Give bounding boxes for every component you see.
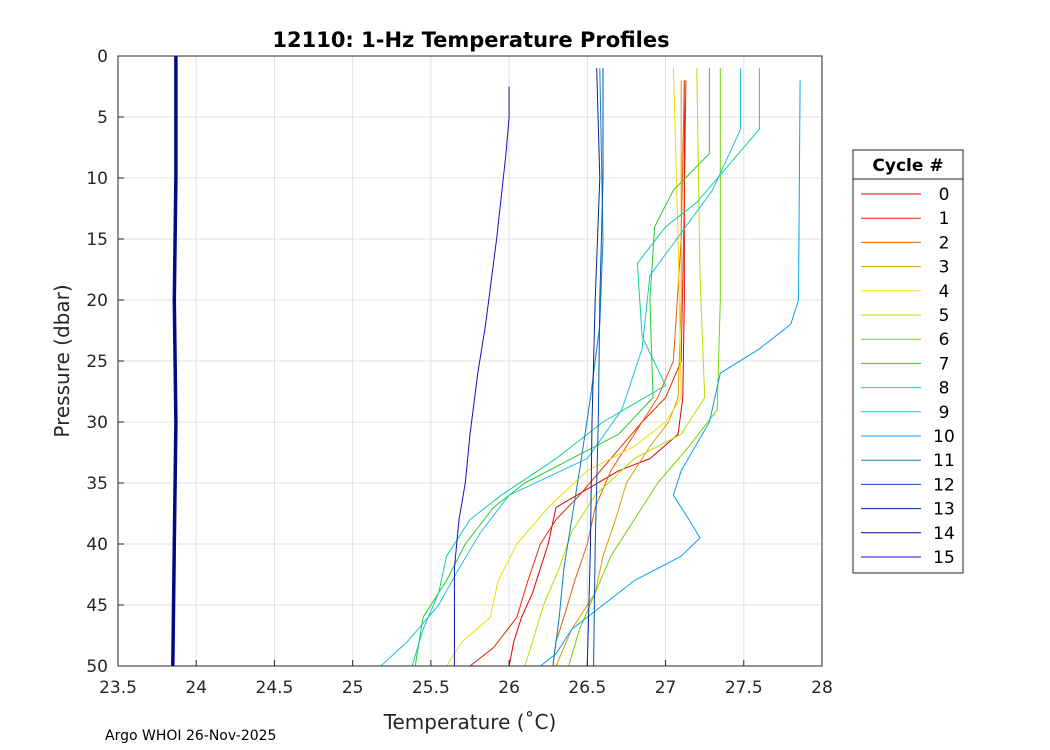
legend-label: 10	[933, 427, 955, 447]
x-tick-label: 25	[342, 678, 364, 698]
x-axis-label: Temperature (˚C)	[383, 710, 557, 734]
y-tick-label: 20	[86, 291, 108, 311]
y-tick-label: 30	[86, 413, 108, 433]
x-tick-label: 26.5	[568, 678, 606, 698]
y-tick-label: 40	[86, 535, 108, 555]
y-tick-label: 15	[86, 230, 108, 250]
y-tick-label: 35	[86, 474, 108, 494]
x-tick-label: 26	[498, 678, 520, 698]
series-line-cycle-4	[446, 68, 682, 667]
series-line-cycle-1	[469, 80, 687, 667]
x-tick-label: 27.5	[725, 678, 763, 698]
x-tick-label: 23.5	[99, 678, 137, 698]
legend-label: 12	[933, 475, 955, 495]
x-axis-ticks: 23.5 24 24.5 25 25.5 26 26.5 27 27.5 28	[99, 660, 833, 698]
series-line-cycle-9	[380, 68, 742, 667]
y-tick-label: 50	[86, 657, 108, 677]
grid-lines	[117, 55, 823, 667]
legend-label: 6	[939, 330, 950, 350]
x-tick-label: 24.5	[256, 678, 294, 698]
legend-box	[852, 149, 964, 574]
legend-label: 3	[939, 258, 950, 278]
y-axis-label: Pressure (dbar)	[50, 284, 74, 437]
series-line-cycle-15	[453, 86, 510, 666]
credit-text: Argo WHOI 26-Nov-2025	[105, 728, 276, 744]
legend-label: 5	[939, 306, 950, 326]
legend-label: 4	[939, 282, 950, 302]
legend-label: 11	[933, 451, 955, 471]
legend-label: 0	[939, 185, 950, 205]
legend-title: Cycle #	[872, 156, 943, 176]
x-tick-label: 24	[185, 678, 207, 698]
legend-label: 2	[939, 233, 950, 253]
x-tick-label: 28	[811, 678, 833, 698]
y-axis-ticks: 0 5 10 15 20 25 30 35 40 45 50	[86, 47, 124, 677]
series-line-cycle-12	[593, 68, 604, 667]
legend-label: 14	[933, 524, 955, 544]
y-tick-label: 25	[86, 352, 108, 372]
series-line-cycle-2	[552, 80, 685, 667]
legend-label: 13	[933, 500, 955, 520]
series-line-cycle-3	[555, 80, 682, 667]
series-line-cycle-6	[568, 68, 721, 667]
legend-label: 8	[939, 379, 950, 399]
chart-title: 12110: 1-Hz Temperature Profiles	[272, 28, 669, 52]
y-tick-label: 45	[86, 596, 108, 616]
series-line-cycle-14	[171, 56, 178, 667]
x-tick-label: 25.5	[412, 678, 450, 698]
series-line-cycle-10	[540, 80, 801, 667]
legend-label: 9	[939, 403, 950, 423]
y-tick-label: 0	[97, 47, 108, 67]
y-tick-label: 10	[86, 169, 108, 189]
legend-label: 15	[933, 548, 955, 568]
legend-label: 7	[939, 354, 950, 374]
series-line-cycle-5	[524, 68, 706, 667]
series-line-cycle-11	[552, 68, 604, 667]
series-line-cycle-0	[508, 80, 685, 667]
profile-series	[171, 56, 801, 667]
series-line-cycle-7	[414, 68, 710, 667]
series-line-cycle-13	[586, 68, 601, 667]
y-tick-label: 5	[97, 108, 108, 128]
legend-label: 1	[939, 209, 950, 229]
x-tick-label: 27	[655, 678, 677, 698]
series-line-cycle-8	[411, 68, 760, 667]
